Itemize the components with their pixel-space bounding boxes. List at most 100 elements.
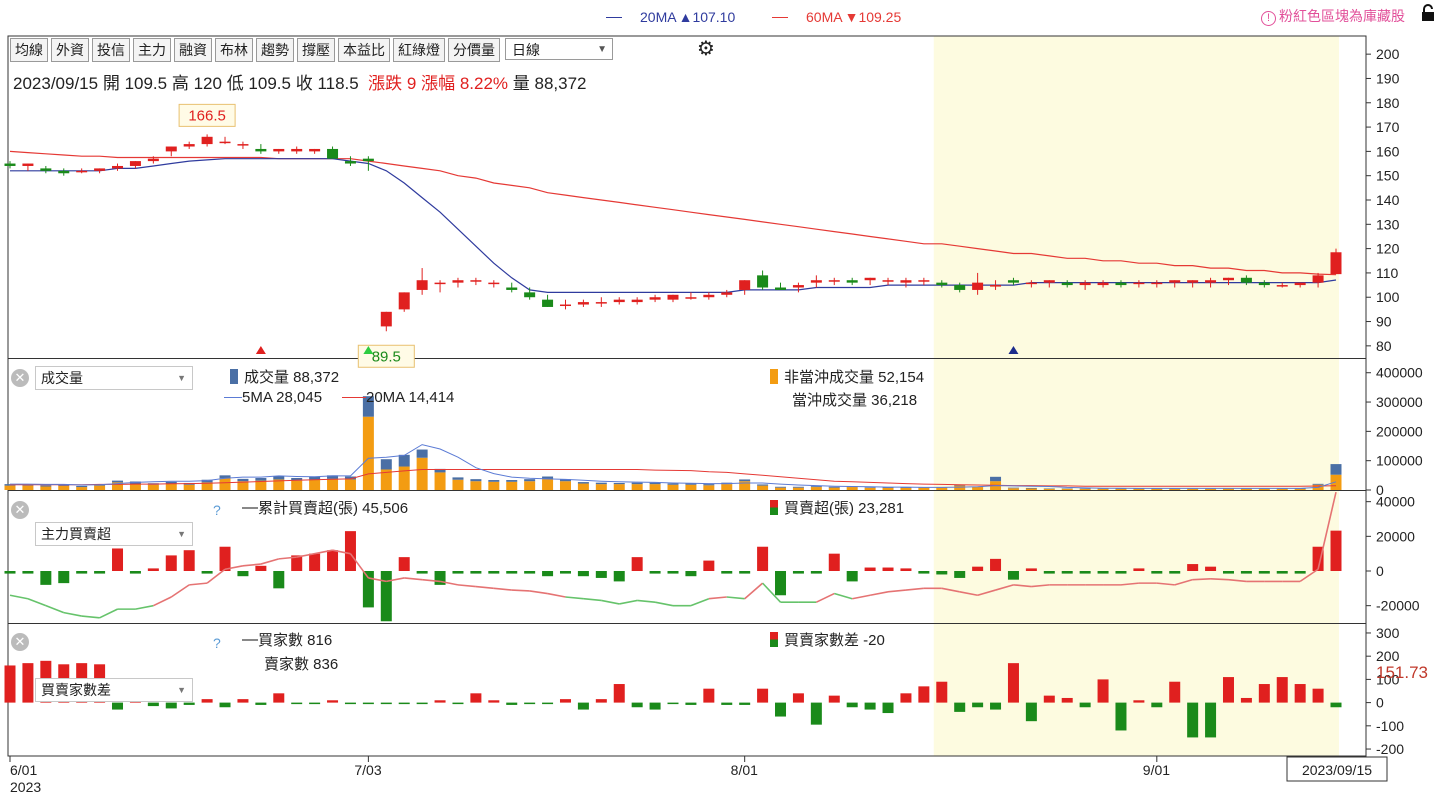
broker-diff-bar [900, 693, 912, 703]
toolbar-button-5[interactable]: 布林 [215, 38, 253, 62]
main-force-bar [506, 571, 518, 574]
candle-body [398, 292, 410, 310]
volume-indicator-select[interactable]: 成交量 ▼ [35, 366, 193, 390]
non-daytrade-bar [721, 484, 733, 490]
close-broker-panel-icon[interactable]: ✕ [11, 633, 29, 651]
cumulative-line-segment [386, 577, 405, 583]
broker-diff-bar [112, 702, 124, 710]
broker-diff-bar [309, 702, 321, 705]
toolbar-button-7[interactable]: 撐壓 [297, 38, 335, 62]
toolbar-button-1[interactable]: 外資 [51, 38, 89, 62]
cumulative-line-segment [457, 584, 476, 588]
broker-diff-bar [1007, 663, 1019, 703]
net-legend: 買賣超(張) 23,281 [770, 497, 904, 518]
candle-body [94, 168, 106, 171]
cumulative-line-segment [170, 584, 190, 598]
candle-body [273, 148, 285, 152]
daytrade-bar [291, 477, 303, 481]
indicator-toolbar: 均線 外資 投信 主力 融資 布林 趨勢 撐壓 本益比 紅綠燈 分價量 日線 ▼ [10, 38, 613, 62]
toolbar-button-10[interactable]: 分價量 [448, 38, 500, 62]
period-select[interactable]: 日線 ▼ [505, 38, 613, 60]
toolbar-button-0[interactable]: 均線 [10, 38, 48, 62]
main-force-bar [703, 560, 715, 571]
lock-icon[interactable] [1421, 4, 1435, 27]
broker-axis-tick-label: 100 [1376, 671, 1400, 687]
main-force-bar [1222, 571, 1234, 574]
main-force-indicator-select[interactable]: 主力買賣超 ▼ [35, 522, 193, 546]
side-value-label: 151.73 [1376, 663, 1428, 682]
toolbar-button-8[interactable]: 本益比 [338, 38, 390, 62]
non-daytrade-bar [631, 484, 643, 490]
cumulative-line-segment [1120, 582, 1139, 586]
candle-body [1025, 282, 1037, 285]
candle-body [434, 282, 446, 285]
ohlc-date: 2023/09/15 [13, 74, 99, 93]
daytrade-bar [649, 482, 661, 485]
daytrade-bar [775, 486, 787, 488]
main-force-bar [1007, 571, 1019, 580]
broker-diff-bar [828, 695, 840, 703]
toolbar-button-6[interactable]: 趨勢 [256, 38, 294, 62]
main-force-bar [273, 571, 285, 589]
main-force-bar [775, 571, 787, 596]
non-daytrade-bar [1061, 488, 1073, 490]
broker-indicator-select[interactable]: 買賣家數差 ▼ [35, 678, 193, 702]
non-daytrade-bar [344, 479, 356, 490]
cumulative-line-segment [45, 604, 65, 614]
candle-body [1294, 282, 1306, 286]
non-daytrade-bar [559, 481, 571, 490]
non-daytrade-bar [667, 484, 679, 490]
non-daytrade-bar [1330, 474, 1342, 490]
daytrade-bar [559, 479, 571, 482]
candle-body [1061, 282, 1073, 286]
broker-diff-bar [739, 702, 751, 705]
non-daytrade-bar [255, 480, 267, 490]
candle-body [577, 302, 589, 305]
broker-diff-bar [685, 702, 697, 705]
non-daytrade-bar [524, 481, 536, 490]
daytrade-bar [524, 479, 536, 482]
broker-diff-bar [201, 699, 213, 703]
candle-body [1007, 280, 1019, 283]
broker-diff-bar [542, 702, 554, 705]
cumulative-line-segment [189, 582, 208, 586]
gear-icon[interactable]: ⚙ [697, 38, 715, 60]
broker-diff-bar [649, 702, 661, 710]
cumulative-line-segment [422, 578, 441, 583]
last-date-box [1286, 756, 1388, 782]
main-force-bar [1294, 571, 1306, 574]
non-daytrade-bar [810, 487, 822, 490]
non-daytrade-bar [685, 484, 697, 490]
main-force-bar [452, 571, 464, 574]
toolbar-button-3[interactable]: 主力 [133, 38, 171, 62]
daytrade-bar [219, 475, 231, 479]
cumulative-line-segment [511, 589, 530, 592]
daytrade-bar [470, 479, 482, 482]
non-daytrade-bar [613, 484, 625, 490]
candle-body [954, 285, 966, 290]
broker-diff-bar [1330, 702, 1342, 708]
toolbar-button-4[interactable]: 融資 [174, 38, 212, 62]
close-main-force-panel-icon[interactable]: ✕ [11, 501, 29, 519]
candle-body [792, 285, 804, 288]
daytrade-bar [452, 477, 464, 480]
daytrade-bar [667, 483, 679, 485]
main-force-help-icon[interactable]: ? [213, 502, 221, 518]
candle-body [165, 146, 177, 152]
green-signal-marker [363, 346, 374, 354]
main-force-bar [129, 571, 141, 574]
close-volume-panel-icon[interactable]: ✕ [11, 369, 29, 387]
candle-body [40, 168, 52, 171]
non-daytrade-bar [1007, 488, 1019, 490]
cumulative-line-segment [224, 565, 244, 571]
toolbar-button-2[interactable]: 投信 [92, 38, 130, 62]
toolbar-button-9[interactable]: 紅綠燈 [393, 38, 445, 62]
broker-help-icon[interactable]: ? [213, 635, 221, 651]
cumulative-line-segment [1228, 578, 1247, 583]
non-daytrade-bar [1240, 488, 1252, 490]
main-force-bar [362, 571, 374, 608]
volume-axis-tick-label: 0 [1376, 482, 1384, 498]
broker-diff-bar [147, 702, 159, 707]
broker-diff-bar [1115, 702, 1127, 731]
volume-ma5-legend: 5MA 28,045 [224, 389, 322, 406]
